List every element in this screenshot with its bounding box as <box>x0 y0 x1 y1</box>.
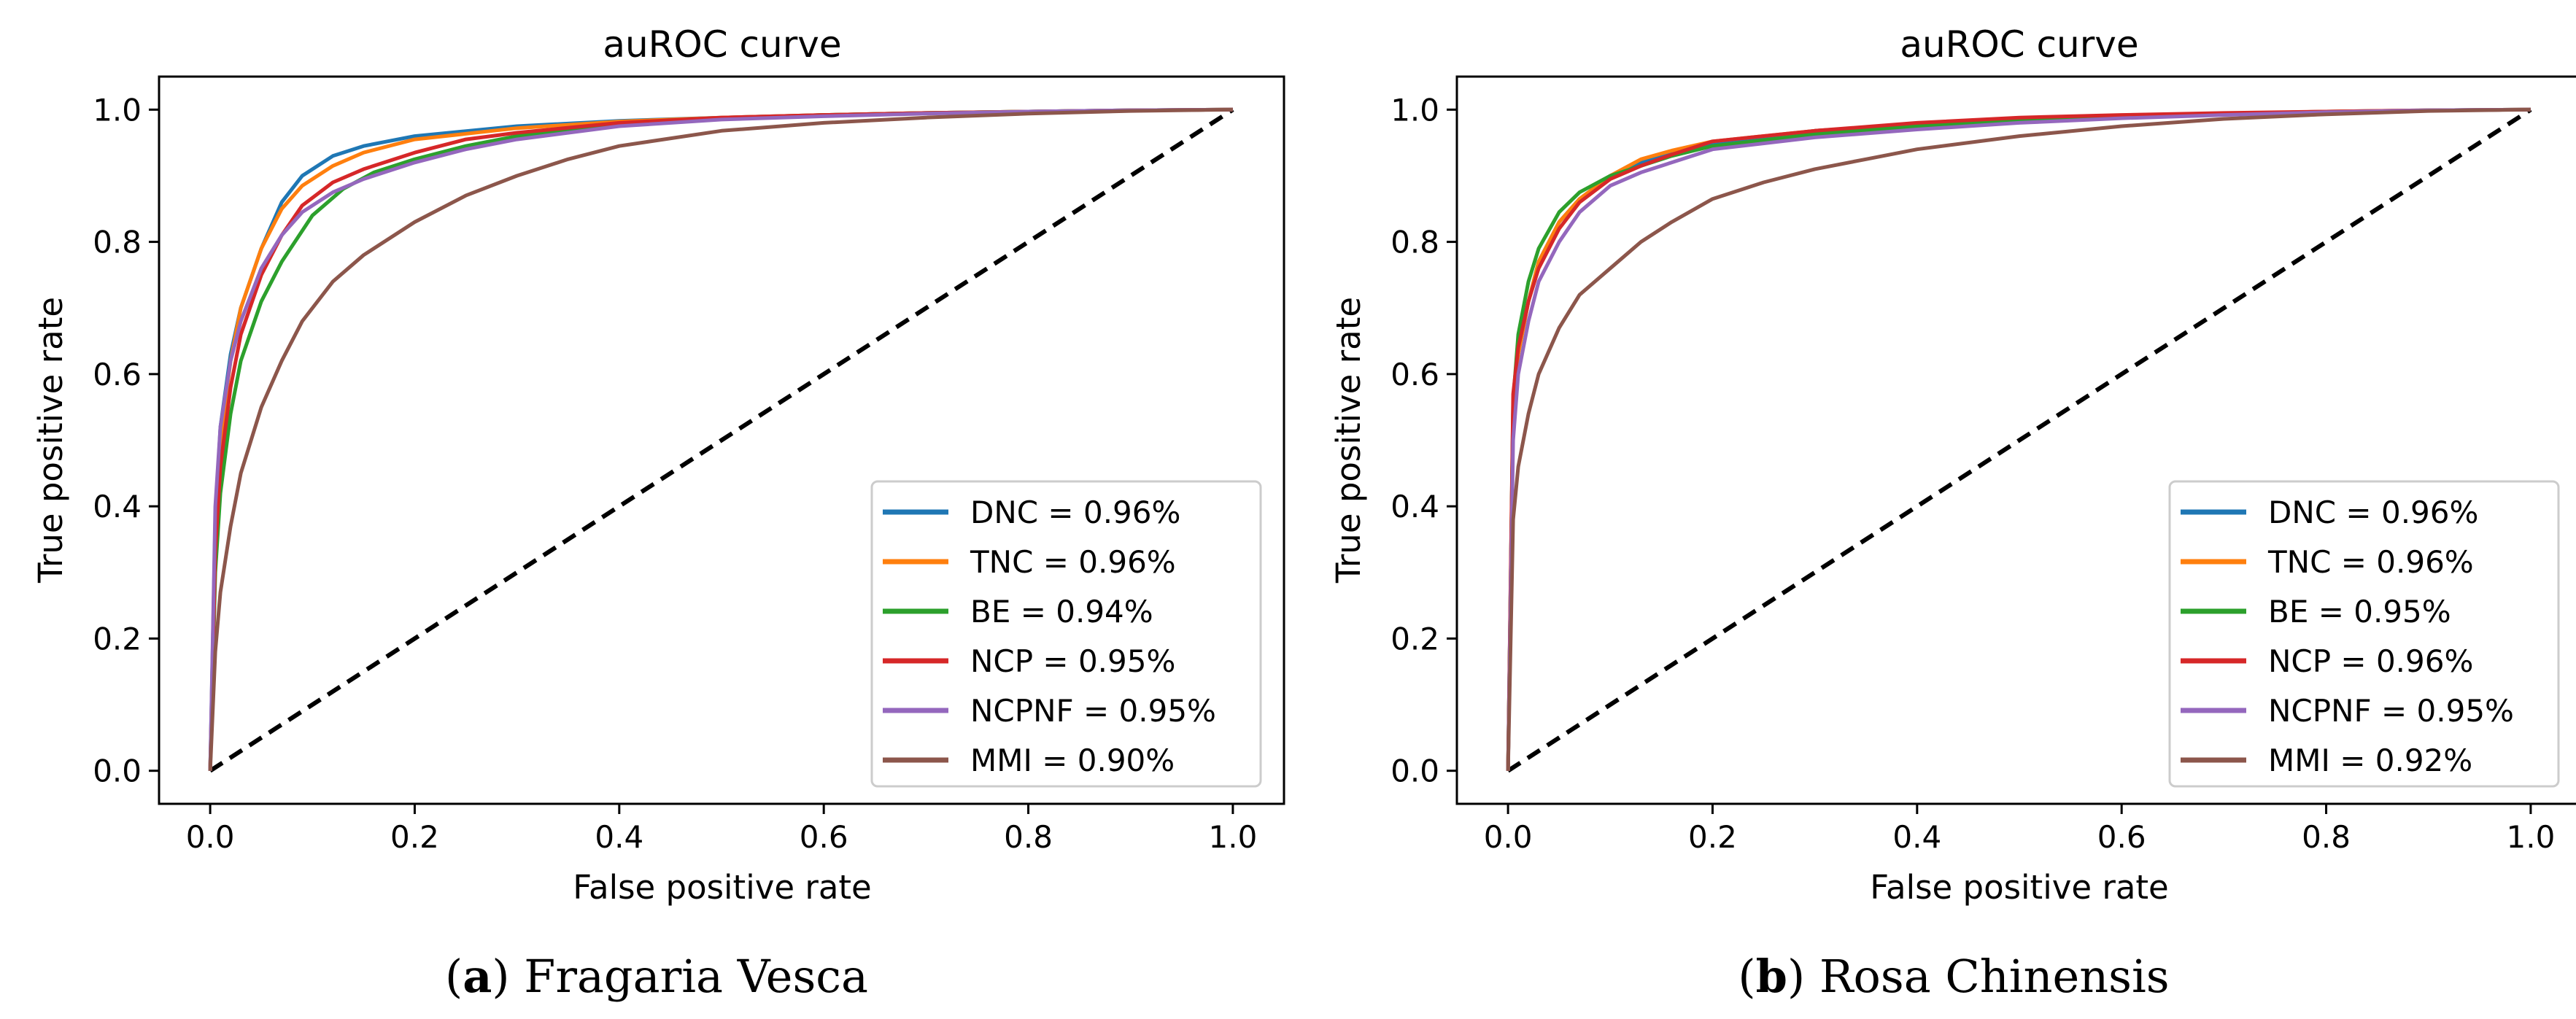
series-group <box>1506 107 2531 771</box>
legend-label: MMI = 0.92% <box>2268 743 2472 778</box>
y-tick-label: 0.0 <box>93 753 142 789</box>
chart-title: auROC curve <box>603 23 841 66</box>
x-tick-label: 0.6 <box>2097 819 2146 855</box>
axis-ticks <box>149 108 1234 814</box>
y-tick-label: 0.8 <box>93 225 142 260</box>
diagonal-reference-line <box>1506 107 2532 773</box>
y-axis-label: True positive rate <box>1329 297 1368 584</box>
y-tick-label: 0.6 <box>93 357 142 392</box>
series-group <box>208 107 1233 771</box>
diagonal-reference-line <box>209 107 1234 773</box>
y-tick-label: 1.0 <box>93 92 142 128</box>
x-tick-label: 0.4 <box>595 819 643 855</box>
series-line-ncp <box>1506 107 2531 771</box>
x-tick-label: 0.2 <box>1688 819 1737 855</box>
axis-ticks <box>1447 108 2532 814</box>
x-tick-label: 0.2 <box>390 819 439 855</box>
y-tick-labels: 0.0 0.2 0.4 0.6 0.8 1.0 <box>93 92 142 789</box>
caption-letter: b <box>1756 950 1787 1003</box>
y-tick-label: 0.6 <box>1391 357 1439 392</box>
series-line-ncpnf <box>208 107 1233 771</box>
y-tick-label: 0.4 <box>93 489 142 524</box>
x-tick-label: 0.0 <box>1484 819 1533 855</box>
series-line-mmi <box>1506 107 2531 771</box>
legend-label: NCPNF = 0.95% <box>2268 693 2514 729</box>
x-tick-labels: 0.0 0.2 0.4 0.6 0.8 1.0 <box>1484 819 2556 855</box>
x-tick-label: 0.8 <box>2302 819 2351 855</box>
x-tick-label: 0.8 <box>1004 819 1053 855</box>
series-line-ncpnf <box>1506 107 2531 771</box>
y-tick-label: 0.4 <box>1391 489 1439 524</box>
caption-text: Fragaria Vesca <box>524 950 868 1003</box>
legend-label: BE = 0.95% <box>2268 594 2451 629</box>
legend-box <box>870 480 1262 788</box>
legend-label: BE = 0.94% <box>970 594 1153 629</box>
legend-label: MMI = 0.90% <box>970 743 1175 778</box>
x-tick-label: 1.0 <box>1209 819 1258 855</box>
y-tick-labels: 0.0 0.2 0.4 0.6 0.8 1.0 <box>1391 92 1439 789</box>
legend-label: NCP = 0.96% <box>2268 643 2473 679</box>
panel-caption: (b) Rosa Chinensis <box>1738 950 2169 1003</box>
legend-label: NCPNF = 0.95% <box>970 693 1216 729</box>
x-tick-labels: 0.0 0.2 0.4 0.6 0.8 1.0 <box>186 819 1258 855</box>
chart-title: auROC curve <box>1900 23 2138 66</box>
x-tick-label: 0.4 <box>1892 819 1941 855</box>
y-tick-label: 0.0 <box>1391 753 1439 789</box>
legend: DNC = 0.96% TNC = 0.96% BE = 0.94% NCP =… <box>870 480 1262 788</box>
legend-label: NCP = 0.95% <box>970 643 1175 679</box>
legend-label: TNC = 0.96% <box>2267 544 2474 580</box>
x-tick-label: 0.6 <box>800 819 848 855</box>
series-line-mmi <box>208 107 1233 771</box>
x-axis-label: False positive rate <box>1870 868 2168 907</box>
legend-label: DNC = 0.96% <box>970 495 1180 530</box>
y-tick-label: 0.2 <box>1391 621 1439 656</box>
caption-letter: a <box>463 950 492 1003</box>
y-tick-label: 1.0 <box>1391 92 1439 128</box>
panel-a: auROC curve 0.0 0.2 0.4 0.6 0.8 1.0 0.0 … <box>31 23 1285 1003</box>
x-axis-label: False positive rate <box>573 868 871 907</box>
y-tick-label: 0.2 <box>93 621 142 656</box>
y-axis-label: True positive rate <box>31 297 70 584</box>
panel-b: auROC curve 0.0 0.2 0.4 0.6 0.8 1.0 0.0 … <box>1329 23 2576 1003</box>
y-tick-label: 0.8 <box>1391 225 1439 260</box>
legend-label: TNC = 0.96% <box>970 544 1176 580</box>
x-tick-label: 1.0 <box>2507 819 2556 855</box>
panel-caption: (a) Fragaria Vesca <box>445 950 868 1003</box>
legend: DNC = 0.96% TNC = 0.96% BE = 0.95% NCP =… <box>2168 480 2560 788</box>
legend-box <box>2168 480 2560 788</box>
x-tick-label: 0.0 <box>186 819 235 855</box>
legend-label: DNC = 0.96% <box>2268 495 2478 530</box>
caption-text: Rosa Chinensis <box>1819 950 2170 1003</box>
